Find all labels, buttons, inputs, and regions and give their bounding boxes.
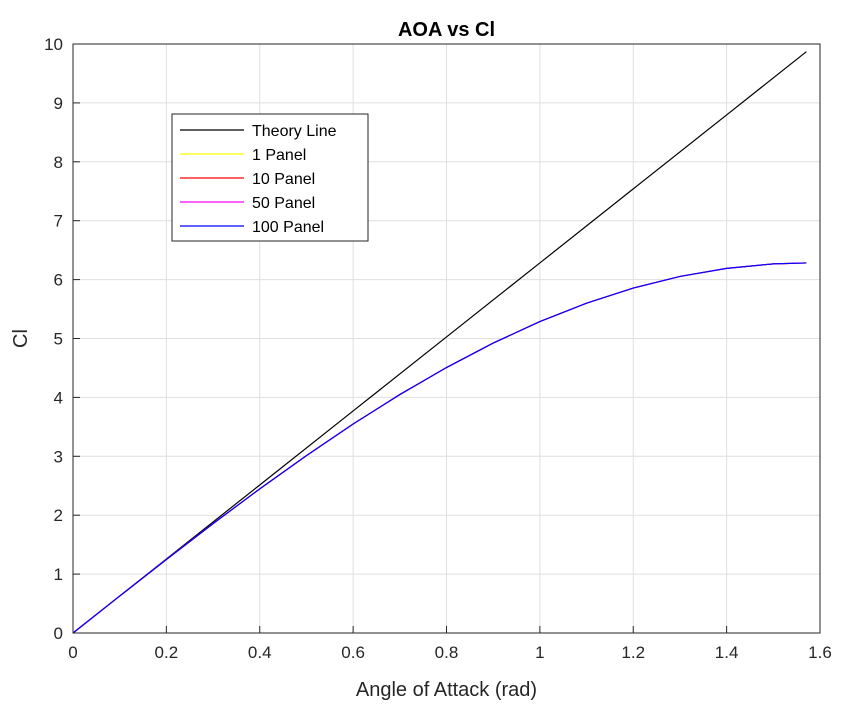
- legend: Theory Line 1 Panel 10 Panel 50 Panel 100 Pa…: [171, 113, 369, 242]
- series-line-100-panel: [72, 262, 807, 634]
- y-tick-label: 10: [44, 35, 63, 54]
- series-line-theory-line: [72, 51, 807, 634]
- y-tick-label: 3: [54, 447, 63, 466]
- x-axis-label: Angle of Attack (rad): [356, 679, 537, 701]
- y-tick-label: 4: [54, 388, 63, 407]
- legend-label-10-panel: 10 Panel: [252, 171, 315, 188]
- legend-label-theory-line: Theory Line: [252, 123, 337, 140]
- x-tick-label: 1.6: [808, 643, 832, 662]
- y-tick-label: 2: [54, 506, 63, 525]
- series-layer: [72, 51, 807, 634]
- legend-label-100-panel: 100 Panel: [252, 219, 324, 236]
- x-tick-label: 0.8: [435, 643, 459, 662]
- x-tick-label: 0.4: [248, 643, 272, 662]
- legend-label-1-panel: 1 Panel: [252, 147, 306, 164]
- x-tick-label: 1.4: [715, 643, 739, 662]
- y-tick-label: 5: [54, 330, 63, 349]
- ticks: 0 0.2 0.4 0.6 0.8 1 1.2 1.4 1.6 0 1 2 3 4 5 6 7 8 9 10: [44, 35, 832, 662]
- y-tick-label: 9: [54, 94, 63, 113]
- y-tick-label: 1: [54, 565, 63, 584]
- y-tick-label: 8: [54, 153, 63, 172]
- x-tick-label: 1.2: [621, 643, 645, 662]
- chart-title: AOA vs Cl: [398, 19, 495, 41]
- y-tick-label: 6: [54, 271, 63, 290]
- x-tick-label: 0.2: [155, 643, 179, 662]
- legend-label-50-panel: 50 Panel: [252, 195, 315, 212]
- x-tick-label: 1: [535, 643, 544, 662]
- y-tick-label: 7: [54, 212, 63, 231]
- x-tick-label: 0: [68, 643, 77, 662]
- x-tick-label: 0.6: [341, 643, 365, 662]
- y-axis-label: Cl: [10, 329, 32, 348]
- y-tick-label: 0: [54, 624, 63, 643]
